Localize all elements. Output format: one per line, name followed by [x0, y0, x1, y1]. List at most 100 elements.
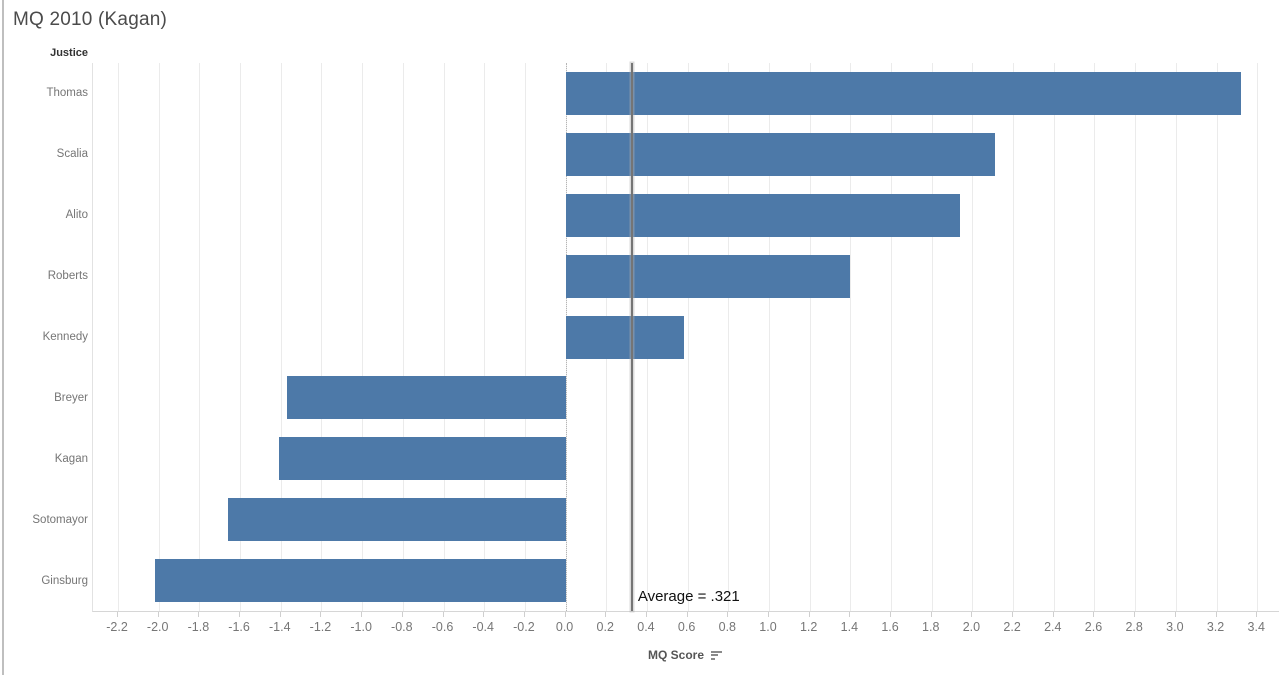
- tick-mark: [157, 612, 159, 617]
- tick-mark: [117, 612, 119, 617]
- bar-alito[interactable]: [565, 193, 961, 237]
- gridline: [158, 63, 160, 611]
- tick-label: -0.2: [513, 620, 535, 634]
- average-reference-line: [630, 63, 633, 611]
- bar-ginsburg[interactable]: [154, 559, 566, 603]
- tick-label: 1.2: [799, 620, 818, 634]
- tick-label: -1.6: [228, 620, 250, 634]
- gridline: [768, 63, 770, 611]
- tick-mark: [727, 612, 729, 617]
- tick-label: 2.2: [1003, 620, 1021, 634]
- x-axis: MQ Score -2.2 -2.0 -1.8 -1.6 -1.4 -1.2 -1.0 -0.…: [92, 612, 1278, 667]
- tick-mark: [198, 612, 200, 617]
- tick-mark: [645, 612, 647, 617]
- row-label-ginsburg[interactable]: Ginsburg: [41, 574, 88, 587]
- tick-mark: [239, 612, 241, 617]
- tick-mark: [442, 612, 444, 617]
- gridline: [240, 63, 242, 611]
- tick-mark: [1174, 612, 1176, 617]
- bar-kennedy[interactable]: [565, 315, 684, 359]
- bar-kagan[interactable]: [278, 437, 566, 481]
- bar-breyer[interactable]: [286, 376, 566, 420]
- x-axis-title-wrap: MQ Score: [92, 646, 1278, 664]
- gridline: [891, 63, 893, 611]
- row-label-thomas[interactable]: Thomas: [46, 87, 88, 100]
- tick-label: -2.2: [106, 620, 128, 634]
- row-label-alito[interactable]: Alito: [65, 209, 88, 222]
- tick-label: 3.4: [1247, 620, 1265, 634]
- bar-scalia[interactable]: [565, 132, 995, 176]
- tick-mark: [767, 612, 769, 617]
- gridline: [972, 63, 974, 611]
- tick-mark: [523, 612, 525, 617]
- tick-label: -1.4: [268, 620, 291, 634]
- reference-line-label: Average = .321: [637, 588, 740, 605]
- gridline: [687, 63, 689, 611]
- x-axis-title: MQ Score: [647, 647, 704, 662]
- tick-mark: [1052, 612, 1054, 617]
- tick-label: -2.0: [146, 620, 169, 634]
- tick-label: 2.4: [1044, 620, 1062, 634]
- gridline: [484, 63, 486, 611]
- gridline: [118, 63, 120, 611]
- tick-label: 3.0: [1166, 620, 1184, 634]
- tick-label: 1.0: [759, 620, 777, 634]
- tick-label: -0.8: [391, 620, 413, 634]
- plot-area: Average = .321: [92, 63, 1279, 612]
- row-label-breyer[interactable]: Breyer: [54, 391, 88, 404]
- window-left-border: [2, 0, 4, 675]
- tick-label: -0.6: [431, 620, 454, 634]
- gridline: [199, 63, 201, 611]
- column-header-justice[interactable]: Justice: [50, 47, 88, 59]
- tick-label: 0.6: [677, 620, 696, 634]
- gridline: [931, 63, 933, 611]
- bar-roberts[interactable]: [565, 254, 851, 298]
- chart-title: MQ 2010 (Kagan): [13, 9, 168, 30]
- tick-mark: [605, 612, 607, 617]
- gridline: [362, 63, 364, 611]
- tick-mark: [890, 612, 892, 617]
- gridline: [524, 63, 526, 611]
- tick-mark: [320, 612, 322, 617]
- tick-mark: [401, 612, 403, 617]
- tick-mark: [1256, 612, 1258, 617]
- tick-mark: [279, 612, 281, 617]
- tick-label: 1.8: [922, 620, 940, 634]
- tick-mark: [1093, 612, 1095, 617]
- bar-sotomayor[interactable]: [227, 498, 566, 542]
- gridline: [1013, 63, 1015, 611]
- gridline: [1216, 63, 1218, 611]
- gridline: [1175, 63, 1177, 611]
- tick-mark: [808, 612, 810, 617]
- gridline: [280, 63, 282, 611]
- bar-thomas[interactable]: [565, 71, 1241, 115]
- row-label-sotomayor[interactable]: Sotomayor: [32, 513, 88, 526]
- tick-mark: [971, 612, 973, 617]
- tick-label: 1.4: [840, 620, 859, 634]
- row-label-kagan[interactable]: Kagan: [54, 452, 88, 465]
- gridline: [1094, 63, 1096, 611]
- sort-descending-icon[interactable]: [711, 650, 722, 660]
- row-label-scalia[interactable]: Scalia: [56, 148, 88, 161]
- tick-mark: [930, 612, 932, 617]
- gridline: [443, 63, 445, 611]
- tick-label: 0.8: [718, 620, 737, 634]
- tick-label: -0.4: [472, 620, 494, 634]
- tick-mark: [1134, 612, 1136, 617]
- gridline: [321, 63, 323, 611]
- tick-mark: [686, 612, 688, 617]
- tick-label: 1.6: [881, 620, 899, 634]
- tick-label: 0.2: [596, 620, 614, 634]
- tick-label: 2.0: [962, 620, 981, 634]
- row-labels: Thomas Scalia Alito Roberts Kennedy Breyer Kag…: [0, 63, 88, 611]
- tick-mark: [1215, 612, 1217, 617]
- gridline: [809, 63, 811, 611]
- gridline: [1135, 63, 1137, 611]
- tick-label: 3.2: [1206, 620, 1225, 634]
- row-label-kennedy[interactable]: Kennedy: [42, 330, 88, 343]
- tick-mark: [1012, 612, 1014, 617]
- tick-mark: [483, 612, 485, 617]
- tick-label: -1.2: [309, 620, 332, 634]
- tick-mark: [849, 612, 851, 617]
- row-label-roberts[interactable]: Roberts: [47, 270, 88, 283]
